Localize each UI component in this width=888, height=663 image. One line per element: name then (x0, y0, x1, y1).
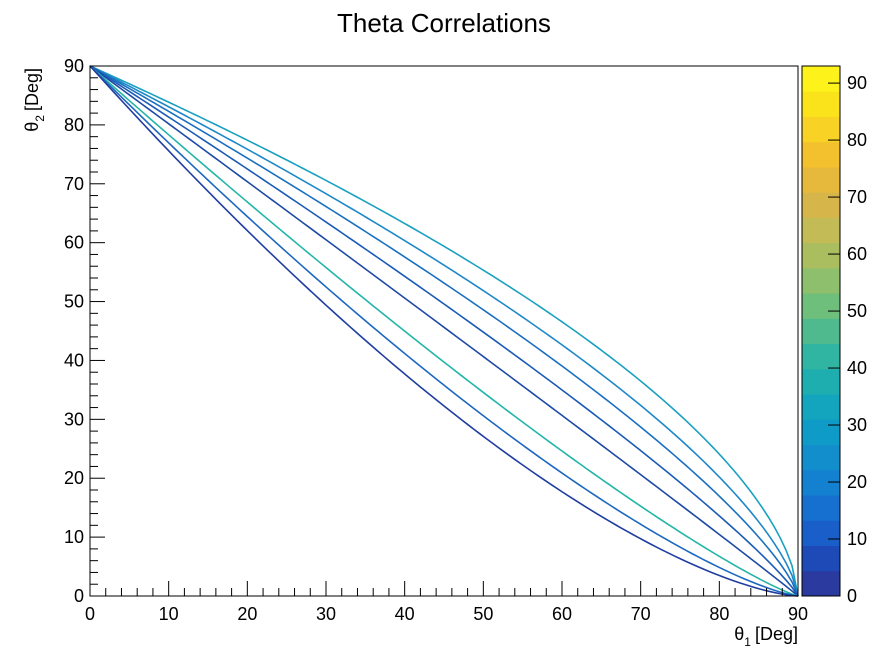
colorbar-tick-label: 40 (847, 358, 867, 378)
colorbar-segment (802, 394, 840, 420)
x-tick-label: 80 (709, 604, 729, 624)
colorbar-segment (802, 368, 840, 395)
colorbar-segment (802, 116, 840, 143)
colorbar-segment (802, 267, 840, 294)
colorbar-segment (802, 495, 840, 521)
colorbar-tick-label: 50 (847, 301, 867, 321)
data-curves (89, 65, 799, 597)
x-axis-title: θ1 [Deg] (734, 624, 798, 649)
colorbar-tick-label: 90 (847, 73, 867, 93)
colorbar-segment (802, 91, 840, 117)
y-tick-label: 50 (64, 292, 84, 312)
colorbar-segment (802, 293, 840, 319)
data-curve-4 (89, 65, 799, 597)
y-tick-label: 60 (64, 233, 84, 253)
x-tick-label: 50 (473, 604, 493, 624)
data-curve-2 (89, 65, 799, 597)
y-tick-label: 30 (64, 409, 84, 429)
colorbar-segment (802, 343, 840, 370)
colorbar-frame (801, 65, 841, 597)
y-tick-label: 20 (64, 468, 84, 488)
colorbar: 0 10 20 30 40 50 60 70 80 90 (801, 65, 867, 606)
y-tick-label: 10 (64, 527, 84, 547)
x-tick-label: 30 (316, 604, 336, 624)
x-tick-label: 90 (788, 604, 808, 624)
data-curve-6 (89, 65, 799, 597)
colorbar-tick-label: 80 (847, 130, 867, 150)
colorbar-tick-label: 60 (847, 244, 867, 264)
x-tick-label: 10 (159, 604, 179, 624)
y-tick-label: 90 (64, 56, 84, 76)
plot-background (90, 66, 798, 596)
colorbar-tick-label: 20 (847, 472, 867, 492)
colorbar-segment (802, 419, 840, 446)
colorbar-segment (802, 242, 840, 269)
data-curve-7 (89, 65, 799, 597)
colorbar-segment (802, 141, 840, 168)
data-curve-1 (89, 65, 799, 597)
y-tick-label: 40 (64, 350, 84, 370)
colorbar-segment (802, 192, 840, 218)
x-tick-label: 70 (631, 604, 651, 624)
y-axis-title: θ2[Deg] (22, 68, 47, 132)
chart-title: Theta Correlations (337, 8, 551, 38)
plot-area (90, 66, 798, 596)
colorbar-tick-label: 30 (847, 415, 867, 435)
y-tick-label: 0 (74, 586, 84, 606)
data-curve-3 (89, 65, 799, 597)
colorbar-segment (802, 66, 840, 92)
x-tick-label: 0 (85, 604, 95, 624)
x-tick-label: 20 (237, 604, 257, 624)
colorbar-segment (802, 444, 840, 471)
x-tick-label: 60 (552, 604, 572, 624)
x-tick-label: 40 (395, 604, 415, 624)
colorbar-tick-label: 0 (847, 586, 857, 606)
colorbar-segment (802, 318, 840, 345)
axes: 0 10 20 30 40 50 60 70 80 90 0 10 20 30 40 50 60 70 80 90 (64, 56, 808, 624)
y-tick-label: 80 (64, 115, 84, 135)
colorbar-tick-label: 70 (847, 187, 867, 207)
colorbar-segment (802, 469, 840, 496)
y-tick-label: 70 (64, 174, 84, 194)
colorbar-segment (802, 166, 840, 193)
colorbar-segment (802, 520, 840, 547)
colorbar-segment (802, 545, 840, 572)
colorbar-segment (802, 217, 840, 244)
colorbar-segment (802, 570, 840, 597)
data-curve-8 (89, 65, 799, 597)
data-curve-5 (89, 65, 799, 597)
colorbar-tick-label: 10 (847, 529, 867, 549)
plot-frame (89, 65, 799, 597)
